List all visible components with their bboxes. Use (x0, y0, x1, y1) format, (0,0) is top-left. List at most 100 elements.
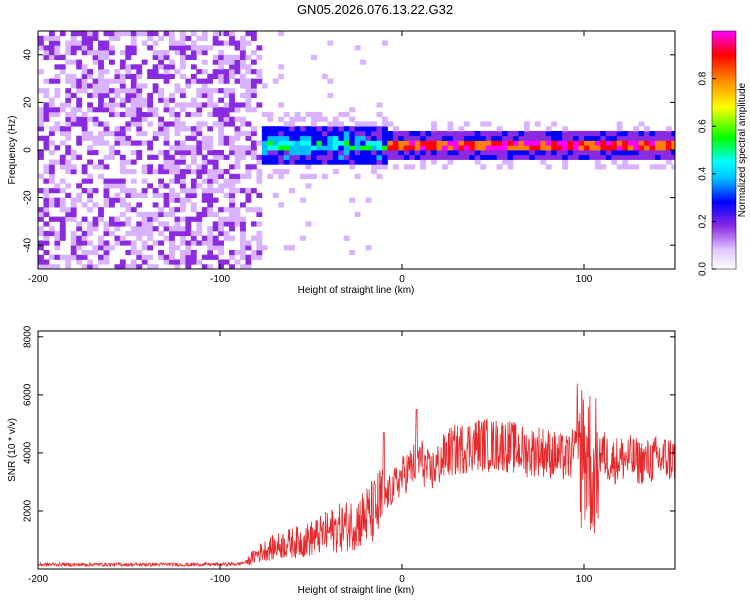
heatmap-cell (152, 202, 159, 208)
heatmap-cell (311, 111, 317, 118)
heatmap-cell (43, 240, 50, 246)
heatmap-cell (212, 235, 219, 241)
heatmap-cell (491, 154, 498, 160)
heatmap-cell (130, 73, 137, 79)
heatmap-cell (114, 31, 121, 37)
spectrogram-x-ticks: -200 -100 0 100 (28, 31, 593, 285)
heatmap-cell (480, 130, 487, 137)
heatmap-cell (442, 130, 448, 137)
heatmap-cell (87, 135, 93, 141)
heatmap-cell (201, 188, 208, 194)
heatmap-cell (513, 150, 519, 156)
heatmap-cell (218, 88, 225, 94)
heatmap-cell (81, 235, 88, 241)
heatmap-cell (114, 135, 121, 141)
heatmap-cell (201, 154, 208, 160)
heatmap-cell (234, 69, 241, 75)
heatmap-cell (65, 164, 72, 170)
heatmap-cell (381, 126, 388, 132)
heatmap-cell (65, 264, 72, 269)
heatmap-cell (594, 159, 601, 165)
heatmap-cell (174, 83, 181, 89)
heatmap-cell (250, 130, 257, 137)
heatmap-cell (305, 130, 312, 137)
heatmap-cell (196, 145, 203, 151)
heatmap-cell (114, 178, 121, 184)
colorbar-ticks: 0.00.20.40.60.8 (698, 71, 716, 276)
heatmap-cell (158, 126, 164, 132)
heatmap-cell (474, 140, 481, 146)
heatmap-cell (130, 88, 137, 94)
heatmap-cell (125, 188, 132, 194)
heatmap-cell (513, 140, 519, 146)
heatmap-cell (92, 226, 99, 232)
snr-x-axis-label: Height of straight line (km) (298, 585, 415, 596)
heatmap-cell (387, 140, 394, 146)
colorbar: 0.00.20.40.60.8 Normalized spectral ampl… (698, 30, 748, 276)
heatmap-cell (463, 130, 470, 137)
heatmap-cell (119, 159, 126, 165)
heatmap-cell (59, 207, 66, 213)
heatmap-cell (169, 154, 175, 160)
heatmap-cell (54, 183, 61, 189)
heatmap-cell (76, 121, 83, 127)
heatmap-cell (190, 102, 197, 108)
heatmap-cell (158, 121, 164, 127)
heatmap-cell (179, 45, 186, 51)
heatmap-cell (349, 130, 356, 137)
heatmap-cell (256, 192, 263, 198)
heatmap-cell (65, 50, 72, 56)
heatmap-cell (665, 130, 672, 137)
heatmap-cell (371, 130, 377, 137)
heatmap-cell (136, 249, 143, 256)
heatmap-cell (545, 126, 552, 132)
heatmap-cell (305, 221, 312, 227)
heatmap-cell (70, 211, 77, 218)
heatmap-cell (392, 140, 399, 146)
heatmap-cell (136, 226, 143, 232)
heatmap-cell (229, 216, 235, 222)
heatmap-cell (261, 154, 268, 160)
heatmap-cell (551, 145, 558, 151)
heatmap-cell (545, 140, 552, 146)
heatmap-cell (452, 135, 459, 141)
heatmap-cell (250, 69, 257, 75)
heatmap-cell (267, 154, 274, 160)
x-tick-label: -100 (210, 574, 230, 585)
heatmap-cell (371, 169, 377, 175)
heatmap-cell (245, 92, 252, 99)
heatmap-cell (562, 150, 569, 156)
heatmap-cell (234, 173, 241, 179)
heatmap-cell (158, 230, 164, 237)
colorbar-tick-label: 0.4 (698, 166, 709, 180)
heatmap-cell (584, 154, 590, 160)
heatmap-cell (212, 226, 219, 232)
heatmap-cell (119, 102, 126, 108)
heatmap-cell (229, 73, 235, 79)
heatmap-cell (250, 249, 257, 256)
heatmap-cell (289, 245, 296, 251)
heatmap-cell (223, 78, 230, 84)
heatmap-cell (229, 140, 235, 146)
heatmap-cell (190, 64, 197, 70)
heatmap-cell (240, 35, 246, 41)
heatmap-cell (218, 73, 225, 79)
heatmap-cell (59, 31, 66, 37)
heatmap-cell (92, 121, 99, 127)
heatmap-cell (371, 159, 377, 165)
heatmap-cell (458, 150, 465, 156)
heatmap-cell (223, 259, 230, 265)
heatmap-cell (114, 78, 121, 84)
heatmap-cell (43, 145, 50, 151)
heatmap-cell (207, 192, 214, 198)
heatmap-cell (38, 240, 44, 246)
heatmap-cell (158, 150, 164, 156)
heatmap-cell (665, 126, 672, 132)
heatmap-cell (289, 126, 296, 132)
heatmap-cell (76, 31, 83, 37)
heatmap-cell (229, 40, 235, 46)
heatmap-cell (130, 40, 137, 46)
heatmap-cell (38, 226, 44, 232)
heatmap-cell (179, 230, 186, 237)
heatmap-cell (136, 202, 143, 208)
